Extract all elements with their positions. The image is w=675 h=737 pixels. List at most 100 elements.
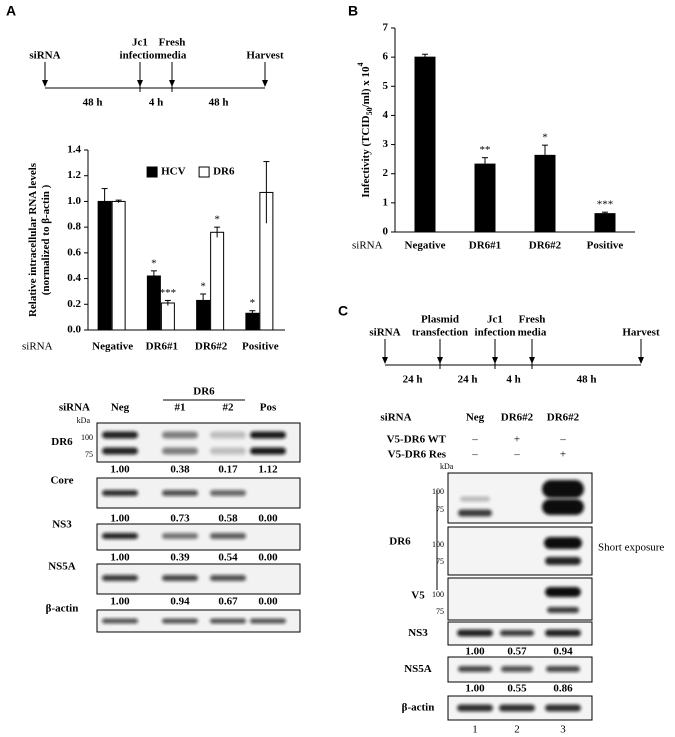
lane-label: #1 — [175, 402, 186, 414]
band-quantification: 1.00 — [110, 464, 130, 476]
condition-sign: – — [471, 449, 478, 461]
timeline-interval: 4 h — [149, 97, 163, 109]
x-axis-label: siRNA — [352, 240, 383, 252]
band-quantification: 0.73 — [170, 513, 190, 525]
kda-marker: 100 — [432, 540, 444, 549]
blot-band — [544, 537, 582, 549]
blot-row-label: NS5A — [48, 561, 76, 573]
band-quantification: 1.12 — [258, 464, 278, 476]
legend-swatch — [198, 166, 210, 178]
blot-band — [545, 557, 581, 565]
panel-label: B — [348, 3, 358, 19]
blot-band — [458, 666, 492, 672]
blot-group-label: DR6 — [389, 536, 411, 548]
band-quantification: 1.00 — [110, 596, 130, 608]
blot-row-label: NS3 — [408, 627, 428, 639]
blot-row-label: V5 — [411, 590, 425, 602]
error-bar — [482, 157, 488, 171]
condition-label: V5-DR6 WT — [387, 434, 447, 446]
bar — [111, 200, 126, 331]
lane-number: 1 — [472, 724, 478, 736]
timeline-interval: 48 h — [83, 97, 103, 109]
blot-band — [250, 447, 286, 455]
y-tick-label: 0.2 — [67, 298, 81, 310]
y-axis-label: Relative intracellular RNA levels (normal… — [27, 162, 52, 317]
x-tick-label: DR6#1 — [146, 341, 178, 353]
panel-label: C — [338, 303, 348, 319]
y-axis-label-part: /ml) x 10 — [360, 66, 372, 108]
blot-panel — [96, 609, 301, 633]
band-quantification: 0.94 — [170, 596, 190, 608]
exposure-note: Short exposure — [598, 542, 664, 554]
significance: *** — [597, 199, 614, 211]
significance: * — [250, 297, 256, 309]
blot-band — [210, 447, 246, 455]
y-tick-label: 0.0 — [67, 324, 81, 336]
x-tick-label: Negative — [92, 341, 133, 353]
significance: * — [151, 257, 157, 269]
condition-label: V5-DR6 Res — [388, 449, 447, 461]
error-bar — [542, 144, 548, 166]
band-quantification: 0.67 — [218, 596, 238, 608]
error-bar — [150, 270, 157, 282]
timeline-interval: 24 h — [458, 374, 478, 386]
blot-band — [457, 704, 493, 712]
blot-row-label: β-actin — [46, 603, 79, 615]
error-bar — [249, 310, 256, 316]
significance: *** — [160, 287, 177, 299]
y-tick-label: 4 — [383, 109, 389, 121]
arrowhead — [529, 357, 535, 364]
bar — [160, 302, 175, 331]
y-tick-label: 0 — [383, 226, 389, 238]
arrowhead — [638, 357, 644, 364]
kda-label: kDa — [440, 462, 454, 471]
blot-band — [250, 431, 286, 439]
x-tick-label: DR6#2 — [195, 341, 228, 353]
timeline-event: Fresh — [159, 37, 186, 49]
y-tick-label: 1 — [383, 196, 389, 208]
blot-band — [545, 704, 581, 712]
blot-band — [460, 496, 490, 502]
blot-row-label: Core — [50, 475, 73, 487]
band-quantification: 1.00 — [465, 646, 485, 658]
arrowhead — [437, 357, 443, 364]
timeline-interval: 48 h — [209, 97, 229, 109]
y-tick-label: 0.6 — [67, 246, 81, 258]
kda-marker: 75 — [436, 505, 444, 514]
significance: ** — [480, 144, 491, 156]
timeline-event: siRNA — [369, 327, 400, 339]
blot-header: siRNA — [59, 402, 90, 414]
bar — [97, 200, 112, 331]
error-bar — [263, 161, 270, 224]
timeline-event: media — [518, 327, 547, 339]
blot-panel — [447, 577, 593, 621]
lane-label: DR6#2 — [501, 412, 534, 424]
timeline-event: Jc1 — [487, 314, 503, 326]
blot-panel — [447, 526, 593, 576]
blot-band — [102, 575, 138, 581]
y-tick-label: 1.0 — [67, 195, 81, 207]
error-bar — [214, 226, 221, 238]
blot-band — [102, 618, 138, 624]
condition-sign: – — [559, 434, 566, 446]
blot-band — [102, 490, 138, 496]
bar — [534, 154, 556, 233]
lane-label: DR6#2 — [547, 412, 580, 424]
band-quantification: 0.55 — [507, 683, 527, 695]
arrowhead — [42, 80, 48, 87]
bar — [474, 163, 496, 233]
kda-marker: 100 — [432, 590, 444, 599]
y-tick-label: 3 — [383, 138, 389, 150]
lane-group-label: DR6 — [193, 386, 215, 398]
timeline-interval: 24 h — [403, 374, 423, 386]
blot-band — [210, 490, 246, 496]
y-tick-label: 0.8 — [67, 221, 81, 233]
timeline-event: transfection — [412, 327, 468, 339]
blot-row-label: NS3 — [52, 519, 72, 531]
arrowhead — [492, 357, 498, 364]
legend-swatch — [146, 166, 158, 178]
band-quantification: 0.54 — [218, 552, 238, 564]
kda-marker: 100 — [81, 433, 93, 442]
blot-band — [542, 480, 584, 498]
